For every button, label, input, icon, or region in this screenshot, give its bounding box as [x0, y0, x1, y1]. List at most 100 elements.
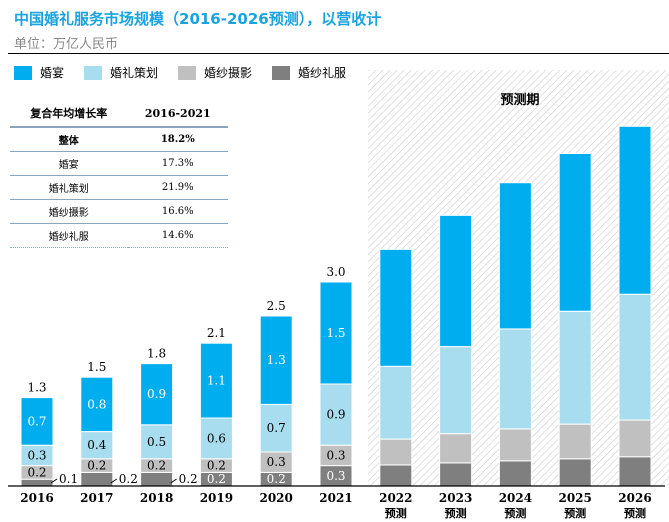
total-label: 3.0 — [326, 265, 345, 279]
data-label: 1.1 — [207, 374, 226, 388]
data-label: 0.3 — [267, 455, 286, 469]
bar-segment — [498, 182, 532, 330]
bar-segment — [558, 458, 592, 487]
data-label: 0.5 — [147, 435, 166, 449]
legend-swatch — [272, 65, 291, 80]
legend-swatch — [14, 65, 32, 80]
bar-segment — [558, 423, 592, 460]
data-label: 0.2 — [207, 459, 226, 473]
legend: 婚宴 婚礼策划 婚纱摄影 婚纱礼服 — [14, 64, 346, 81]
unit-label: 单位：万亿人民币 — [14, 37, 119, 52]
x-tick-sublabel: 预测 — [385, 506, 407, 520]
bar-segment — [618, 456, 652, 487]
table-row: 整体 18.2% — [10, 127, 228, 152]
row-label: 婚礼策划 — [10, 175, 128, 200]
x-tick-sublabel: 预测 — [624, 506, 646, 520]
total-label: 1.3 — [27, 381, 46, 395]
bar-segment — [439, 462, 473, 487]
row-label: 整体 — [10, 127, 128, 152]
row-value: 17.3% — [127, 151, 228, 176]
x-tick-label: 2018 — [140, 491, 173, 505]
leader-line — [110, 478, 118, 484]
bar-segment — [618, 293, 652, 421]
table-row: 婚礼策划 21.9% — [10, 175, 228, 200]
bar-segment — [379, 248, 413, 367]
data-label: 0.1 — [59, 472, 78, 486]
bar-segment — [80, 471, 114, 487]
x-tick-label: 2024 — [499, 491, 532, 505]
bar-segment — [259, 403, 293, 453]
x-tick-label: 2022 — [379, 491, 412, 505]
data-label: 0.9 — [326, 408, 345, 422]
legend-item: 婚纱摄影 — [178, 64, 252, 81]
data-label: 0.2 — [27, 465, 46, 479]
bar-segment — [439, 214, 473, 348]
bar-segment — [498, 328, 532, 430]
data-label: 0.2 — [87, 459, 106, 473]
data-label: 0.7 — [27, 414, 46, 428]
x-tick-label: 2025 — [558, 491, 591, 505]
x-tick-sublabel: 预测 — [445, 506, 467, 520]
data-label: 0.8 — [87, 397, 106, 411]
data-label: 0.9 — [147, 387, 166, 401]
row-value: 16.6% — [127, 199, 228, 224]
bar-segment — [498, 460, 532, 487]
bar-segment — [20, 478, 54, 487]
x-tick-label: 2023 — [439, 491, 472, 505]
data-label: 0.6 — [207, 431, 226, 445]
table-row: 婚宴 17.3% — [10, 151, 228, 176]
total-label: 1.5 — [87, 360, 106, 374]
bar-segment — [319, 383, 353, 446]
bar-segment — [259, 315, 293, 405]
row-value: 14.6% — [127, 223, 228, 248]
row-label: 婚宴 — [10, 151, 128, 176]
bar-segment — [140, 363, 174, 426]
x-tick-label: 2021 — [319, 491, 352, 505]
leader-line — [50, 478, 58, 484]
x-tick-label: 2017 — [80, 491, 113, 505]
row-value: 21.9% — [127, 175, 228, 200]
x-tick-label: 2020 — [259, 491, 292, 505]
row-label: 婚纱礼服 — [10, 223, 128, 248]
legend-label: 婚纱礼服 — [298, 66, 347, 80]
bar-segment — [140, 424, 174, 460]
x-tick-sublabel: 预测 — [504, 506, 526, 520]
legend-swatch — [178, 65, 197, 80]
forecast-label: 预测期 — [500, 92, 539, 108]
cagr-table: 复合年均增长率 2016-2021 整体 18.2% 婚宴 17.3% 婚礼策划 21… — [10, 100, 228, 248]
bar-segment — [558, 152, 592, 312]
table-row: 婚纱礼服 14.6% — [10, 223, 228, 248]
data-label: 0.2 — [179, 472, 198, 486]
period-header: 2016-2021 — [127, 100, 228, 128]
data-label: 0.4 — [87, 438, 106, 452]
bar-segment — [199, 417, 233, 460]
x-tick-label: 2026 — [618, 491, 651, 505]
bar-segment — [498, 428, 532, 462]
row-label: 婚纱摄影 — [10, 199, 128, 224]
bar-segment — [140, 471, 174, 487]
bar-segment — [20, 397, 54, 446]
cagr-header: 复合年均增长率 — [10, 100, 128, 128]
data-label: 1.3 — [267, 353, 286, 367]
bar-segment — [199, 342, 233, 419]
bar-segment — [618, 419, 652, 458]
legend-item: 婚宴 — [14, 64, 64, 81]
total-label: 2.5 — [267, 299, 286, 313]
bar-segment — [379, 438, 413, 466]
bar-segment — [618, 125, 652, 295]
legend-item: 婚礼策划 — [84, 64, 158, 81]
legend-label: 婚纱摄影 — [204, 66, 253, 80]
legend-swatch — [84, 65, 103, 80]
data-label: 0.3 — [326, 469, 345, 483]
bar-segment — [439, 433, 473, 464]
legend-label: 婚宴 — [40, 66, 65, 80]
data-label: 0.3 — [27, 448, 46, 462]
x-tick-label: 2019 — [200, 491, 233, 505]
data-label: 0.7 — [267, 421, 286, 435]
total-label: 1.8 — [147, 347, 166, 361]
bar-segment — [379, 365, 413, 440]
bar-segment — [80, 376, 114, 433]
bar-segment — [379, 464, 413, 487]
data-label: 0.2 — [147, 459, 166, 473]
